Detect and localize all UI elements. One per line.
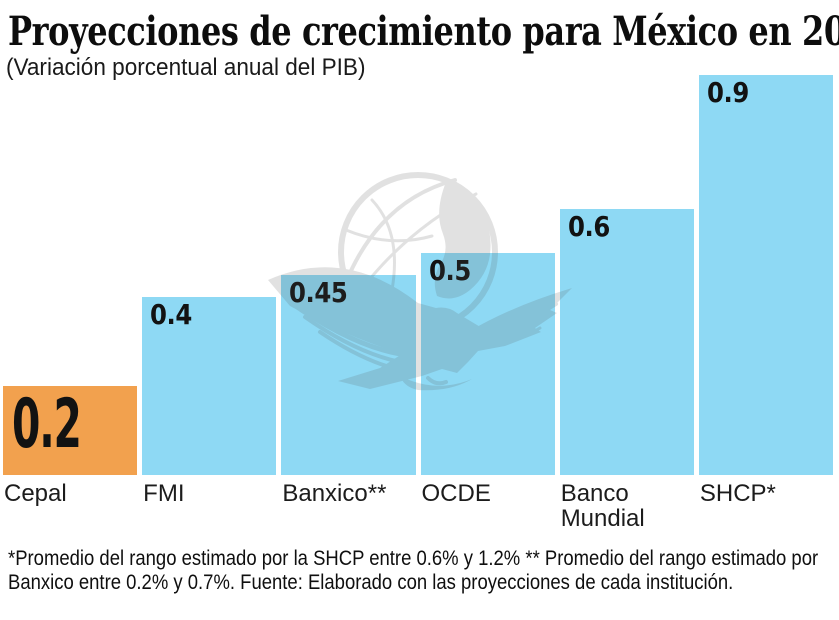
bar-value-label: 0.6: [567, 210, 610, 243]
bar-banco-mundial: 0.6: [559, 209, 694, 475]
x-axis-label-cepal: Cepal: [4, 480, 67, 507]
bar-chart: 0.2 0.4 0.45 0.5 0.6 0.9: [3, 0, 834, 475]
x-axis-label-banxico: Banxico**: [282, 480, 387, 507]
bar-value-label: 0.5: [428, 254, 471, 287]
bar-value-label: 0.2: [12, 385, 82, 464]
bar-fmi: 0.4: [142, 297, 277, 475]
footnote: *Promedio del rango estimado por la SHCP…: [8, 547, 819, 594]
x-axis-label-fmi: FMI: [143, 480, 185, 507]
bar-value-label: 0.9: [706, 76, 749, 109]
chart-title: Proyecciones de crecimiento para México …: [8, 8, 839, 55]
bar-shcp: 0.9: [698, 75, 834, 475]
bar-value-label: 0.4: [150, 298, 193, 331]
bar-value-label: 0.45: [289, 276, 348, 309]
x-axis-label-ocde: OCDE: [421, 480, 491, 507]
bar-ocde: 0.5: [420, 253, 555, 475]
x-axis-label-banco-mundial: Banco Mundial: [560, 480, 645, 533]
x-axis-labels: Cepal FMI Banxico** OCDE Banco Mundial S…: [3, 480, 833, 533]
x-axis-label-shcp: SHCP*: [699, 480, 776, 507]
chart-subtitle: (Variación porcentual anual del PIB): [6, 54, 366, 81]
bar-banxico: 0.45: [281, 275, 416, 475]
bar-cepal: 0.2: [3, 385, 138, 475]
